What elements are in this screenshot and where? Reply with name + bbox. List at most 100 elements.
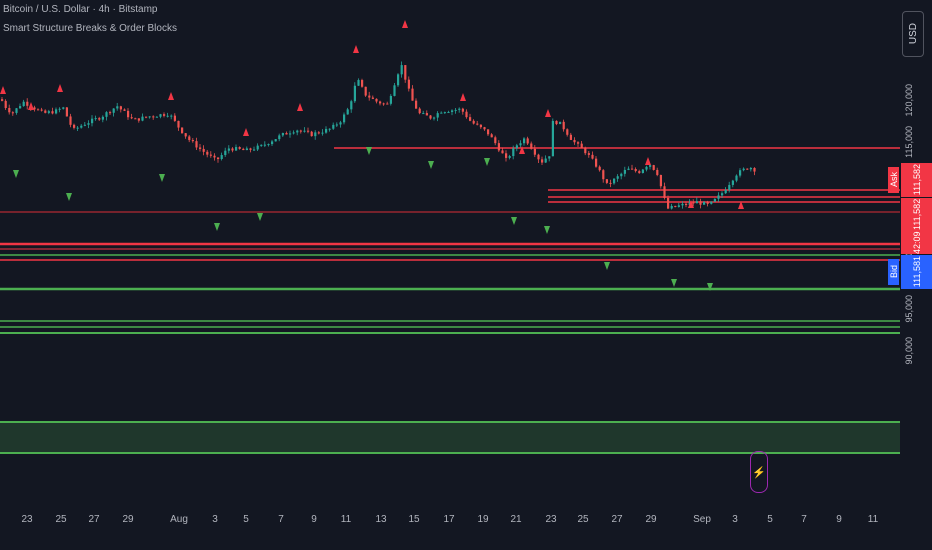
- candle-body: [231, 148, 234, 151]
- candle-body: [551, 120, 554, 157]
- bearish-break-marker: [402, 20, 408, 28]
- candle-body: [206, 151, 209, 155]
- candle-body: [677, 205, 680, 207]
- candle-body: [350, 101, 353, 110]
- candle-body: [47, 111, 50, 113]
- candle-body: [260, 144, 263, 146]
- candle-body: [163, 114, 166, 116]
- candle-body: [433, 117, 436, 119]
- candle-body: [145, 116, 148, 118]
- bullish-break-marker: [366, 147, 372, 155]
- candle-body: [418, 108, 421, 114]
- candle-body: [487, 129, 490, 135]
- candle-body: [62, 107, 65, 109]
- candle-body: [397, 74, 400, 86]
- bullish-break-marker: [257, 213, 263, 221]
- candle-body: [393, 85, 396, 96]
- candle-body: [537, 154, 540, 160]
- candle-body: [461, 108, 464, 112]
- time-tick-label: 7: [278, 514, 284, 525]
- candle-body: [724, 189, 727, 194]
- candle-body: [371, 97, 374, 99]
- candle-body: [505, 153, 508, 158]
- candle-body: [263, 144, 266, 146]
- candle-body: [220, 155, 223, 160]
- last-price: 111,582: [911, 198, 922, 230]
- bid-tag: Bid: [888, 259, 899, 285]
- candle-body: [695, 201, 698, 204]
- bullish-break-marker: [214, 223, 220, 231]
- time-tick-label: 9: [836, 514, 842, 525]
- bullish-break-marker: [13, 170, 19, 178]
- candle-body: [76, 127, 79, 129]
- candle-body: [472, 120, 475, 124]
- indicator-title[interactable]: Smart Structure Breaks & Order Blocks: [3, 23, 177, 34]
- currency-button[interactable]: USD: [902, 11, 924, 57]
- candle-body: [404, 65, 407, 80]
- candle-body: [245, 148, 248, 151]
- candle-body: [728, 184, 731, 190]
- candle-body: [55, 109, 58, 114]
- candle-body: [213, 155, 216, 158]
- candle-body: [713, 198, 716, 202]
- time-tick-label: 15: [408, 514, 420, 525]
- candle-body: [638, 171, 641, 173]
- candle-body: [8, 107, 11, 113]
- candle-body: [375, 98, 378, 102]
- lightning-bolt-icon[interactable]: ⚡: [750, 451, 768, 493]
- candle-body: [526, 138, 529, 144]
- candle-body: [299, 130, 302, 132]
- price-tick-label: 120,000: [904, 84, 914, 117]
- bullish-break-marker: [544, 226, 550, 234]
- candle-body: [339, 122, 342, 125]
- candle-body: [119, 106, 122, 110]
- candle-body: [188, 136, 191, 141]
- candle-body: [710, 201, 713, 204]
- candle-body: [22, 101, 25, 107]
- bearish-break-marker: [57, 84, 63, 92]
- candle-body: [706, 201, 709, 204]
- candle-body: [195, 141, 198, 148]
- candlestick-series: [1, 61, 756, 210]
- ask-price: 111,582: [911, 164, 922, 196]
- candle-body: [440, 112, 443, 114]
- bearish-break-marker: [460, 93, 466, 101]
- candle-body: [602, 170, 605, 180]
- candle-body: [19, 106, 22, 109]
- candle-body: [80, 125, 83, 128]
- candle-body: [443, 112, 446, 114]
- candle-body: [407, 79, 410, 89]
- order-block-levels: [0, 147, 900, 454]
- time-tick-label: 11: [867, 514, 879, 525]
- candle-body: [627, 168, 630, 170]
- candle-body: [332, 124, 335, 129]
- candle-body: [361, 80, 364, 87]
- candle-body: [598, 166, 601, 171]
- candle-body: [386, 103, 389, 105]
- bullish-break-marker: [66, 193, 72, 201]
- time-tick-label: 29: [645, 514, 657, 525]
- candle-body: [569, 134, 572, 140]
- candle-body: [170, 115, 173, 117]
- candle-body: [753, 168, 756, 172]
- candle-body: [368, 95, 371, 98]
- candle-body: [465, 111, 468, 118]
- symbol-title[interactable]: Bitcoin / U.S. Dollar · 4h · Bitstamp: [3, 4, 158, 15]
- candle-body: [548, 156, 551, 159]
- candle-body: [253, 149, 256, 151]
- candle-body: [159, 114, 162, 117]
- candle-body: [641, 169, 644, 173]
- candle-body: [83, 124, 86, 126]
- candle-body: [296, 130, 299, 133]
- candle-body: [285, 133, 288, 135]
- candle-body: [620, 173, 623, 177]
- candle-body: [242, 148, 245, 151]
- bid-price: 111,581: [911, 256, 922, 288]
- candle-body: [566, 129, 569, 135]
- price-tick-label: 115,000: [904, 126, 914, 159]
- time-tick-label: Aug: [170, 514, 188, 525]
- time-tick-label: 3: [212, 514, 218, 525]
- time-tick-label: 23: [21, 514, 33, 525]
- candle-body: [544, 158, 547, 163]
